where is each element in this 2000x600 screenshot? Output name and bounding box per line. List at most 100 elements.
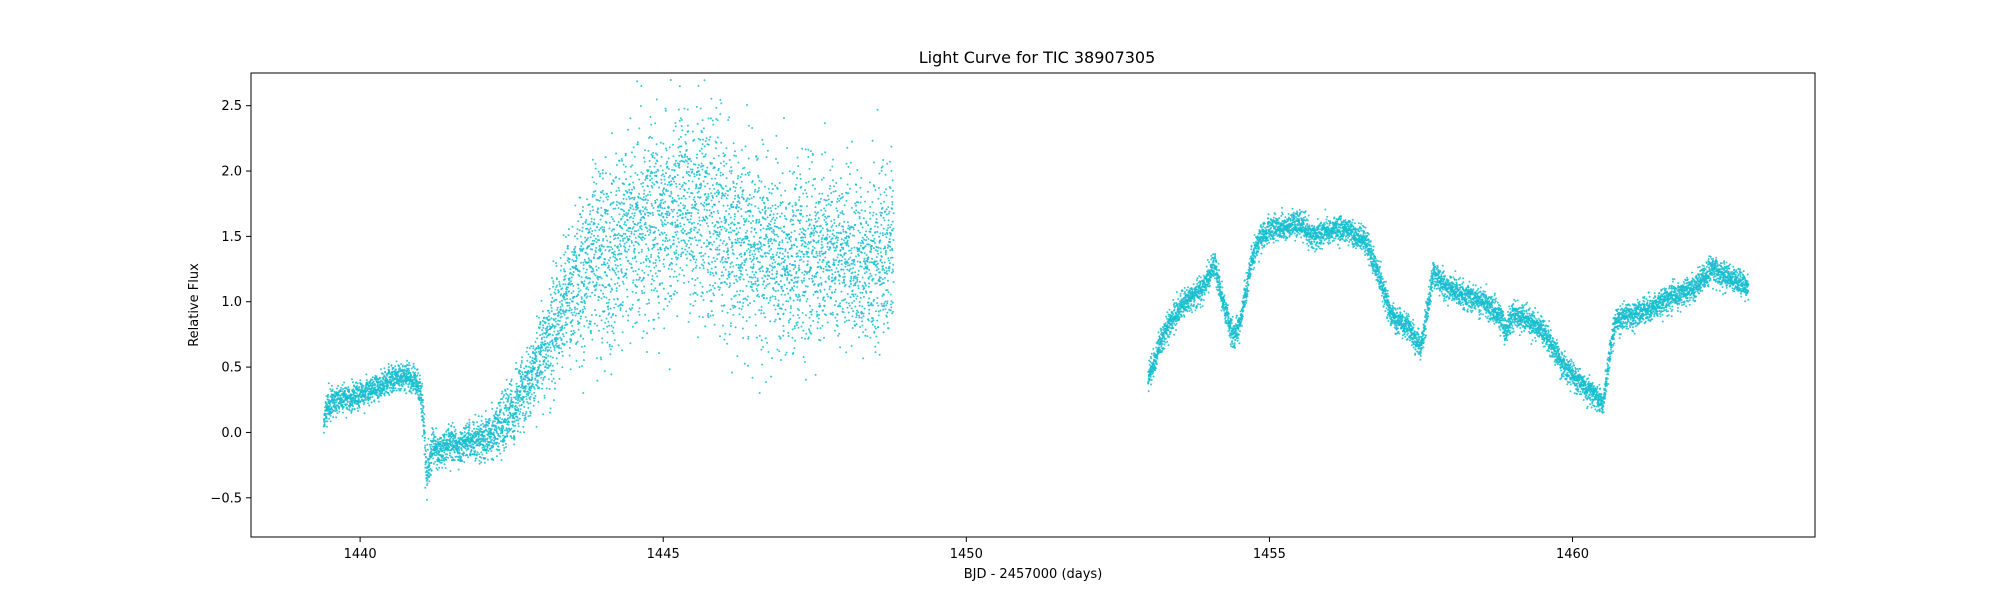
- data-point: [606, 198, 609, 201]
- data-point: [708, 187, 711, 190]
- data-point: [722, 152, 725, 155]
- data-point: [582, 267, 585, 270]
- data-point: [434, 460, 437, 463]
- data-point: [718, 231, 721, 234]
- data-point: [646, 302, 648, 305]
- data-point: [639, 105, 642, 107]
- data-point: [722, 324, 724, 327]
- data-point: [740, 241, 743, 244]
- data-point: [537, 400, 540, 403]
- data-point: [685, 264, 688, 267]
- data-point: [732, 142, 735, 145]
- data-point: [345, 416, 348, 419]
- data-point: [535, 425, 538, 428]
- data-point: [666, 160, 669, 163]
- data-point: [582, 310, 585, 313]
- data-point: [453, 426, 456, 428]
- data-point: [651, 204, 654, 207]
- data-point: [666, 240, 669, 242]
- data-point: [598, 175, 601, 178]
- data-point: [651, 186, 654, 189]
- data-point: [568, 304, 571, 307]
- data-point: [643, 271, 646, 274]
- data-point: [453, 459, 456, 462]
- data-point: [665, 223, 667, 226]
- data-point: [688, 195, 691, 198]
- data-point: [443, 436, 446, 439]
- data-point: [606, 213, 609, 215]
- data-point: [731, 371, 734, 374]
- data-point: [624, 221, 626, 224]
- data-point: [748, 193, 751, 196]
- data-point: [572, 260, 575, 263]
- data-point: [673, 180, 676, 183]
- data-point: [642, 181, 645, 184]
- data-point: [585, 251, 587, 254]
- data-point: [603, 230, 606, 233]
- data-point: [495, 426, 498, 429]
- data-point: [578, 229, 581, 232]
- data-point: [659, 141, 662, 144]
- data-point: [533, 399, 536, 402]
- data-point: [702, 164, 705, 167]
- data-point: [669, 79, 672, 81]
- data-point: [644, 178, 647, 181]
- data-point: [696, 244, 699, 247]
- data-point: [595, 283, 598, 286]
- data-point: [524, 412, 527, 415]
- data-point: [480, 428, 483, 431]
- data-point: [601, 245, 604, 248]
- data-point: [468, 421, 471, 424]
- data-point: [646, 177, 649, 180]
- data-point: [713, 240, 716, 243]
- chart-title: Light Curve for TIC 38907305: [919, 48, 1156, 67]
- data-point: [594, 167, 597, 170]
- data-point: [573, 247, 576, 250]
- data-point: [609, 290, 612, 293]
- data-point: [482, 440, 485, 443]
- data-point: [590, 332, 592, 335]
- data-point: [507, 414, 510, 417]
- data-point: [661, 221, 664, 224]
- data-point: [437, 440, 439, 443]
- data-point: [732, 201, 735, 203]
- data-point: [708, 209, 711, 212]
- data-point: [727, 231, 730, 234]
- data-point: [686, 209, 689, 212]
- data-point: [561, 350, 564, 353]
- data-point: [382, 382, 385, 385]
- data-point: [710, 300, 713, 303]
- data-point: [659, 282, 662, 285]
- data-point: [322, 431, 325, 434]
- data-point: [730, 298, 733, 301]
- data-point: [552, 369, 555, 372]
- data-point: [579, 289, 582, 292]
- data-point: [663, 265, 666, 268]
- data-point: [704, 325, 707, 328]
- data-point: [567, 283, 570, 286]
- data-point: [562, 333, 564, 336]
- data-point: [529, 389, 532, 392]
- data-point: [735, 242, 738, 244]
- data-point: [361, 386, 364, 389]
- data-point: [472, 423, 475, 426]
- data-point: [713, 166, 716, 169]
- data-point: [440, 461, 443, 464]
- data-point: [711, 272, 714, 275]
- data-point: [714, 224, 717, 227]
- data-point: [615, 204, 618, 207]
- data-point: [564, 321, 567, 324]
- data-point: [657, 295, 660, 298]
- data-point: [723, 215, 726, 218]
- data-point: [518, 413, 521, 416]
- data-point: [668, 212, 671, 215]
- data-point: [663, 223, 666, 226]
- data-point: [336, 387, 338, 390]
- data-point: [679, 214, 682, 216]
- data-point: [686, 108, 689, 111]
- data-point: [738, 293, 741, 296]
- data-point: [649, 194, 652, 196]
- data-point: [577, 328, 580, 331]
- data-point: [616, 258, 619, 261]
- data-point: [586, 227, 589, 230]
